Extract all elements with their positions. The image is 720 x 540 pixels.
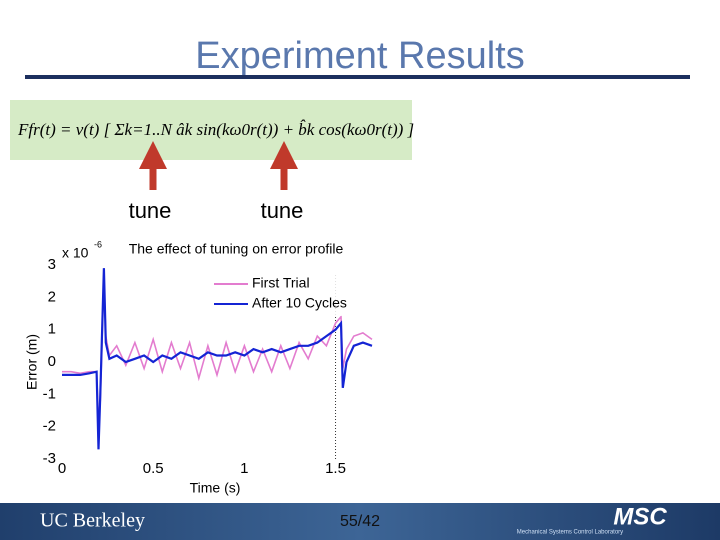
y-tick-label: 1: [48, 321, 56, 338]
x-tick-label: 1: [240, 460, 248, 477]
lab-name: Mechanical Systems Control Laboratory: [517, 530, 623, 536]
chart-title: The effect of tuning on error profile: [129, 241, 344, 257]
y-tick-label: 2: [48, 288, 56, 305]
x-tick-label: 0.5: [143, 460, 164, 477]
annotation: tune: [129, 198, 172, 223]
x-tick-label: 0: [58, 460, 66, 477]
lab-logo: MSC: [613, 503, 667, 530]
x-tick-label: 1.5: [325, 460, 346, 477]
page-number: 55/42: [340, 513, 380, 530]
y-tick-label: -3: [43, 450, 56, 467]
legend-label: First Trial: [252, 275, 310, 291]
slide-title: Experiment Results: [195, 35, 524, 77]
annotation: tune: [261, 198, 304, 223]
y-tick-label: -1: [43, 385, 56, 402]
y-axis-label: Error (m): [24, 334, 40, 390]
equation: Ffr(t) = v(t) [ Σk=1..N âk sin(kω0r(t)) …: [17, 120, 414, 139]
equation-box: [10, 100, 412, 160]
y-tick-label: -2: [43, 418, 56, 435]
legend-box: [210, 272, 345, 316]
y-multiplier: x 10: [62, 245, 89, 261]
legend-label: After 10 Cycles: [252, 295, 347, 311]
y-multiplier-exponent: -6: [94, 239, 102, 249]
x-axis-label: Time (s): [190, 480, 241, 496]
footer-bar: [0, 503, 720, 540]
y-tick-label: 3: [48, 256, 56, 273]
series-line: [62, 268, 373, 450]
chart: The effect of tuning on error profile x 1…: [24, 239, 373, 496]
footer-org: UC Berkeley: [40, 510, 145, 532]
y-tick-label: 0: [48, 353, 56, 370]
